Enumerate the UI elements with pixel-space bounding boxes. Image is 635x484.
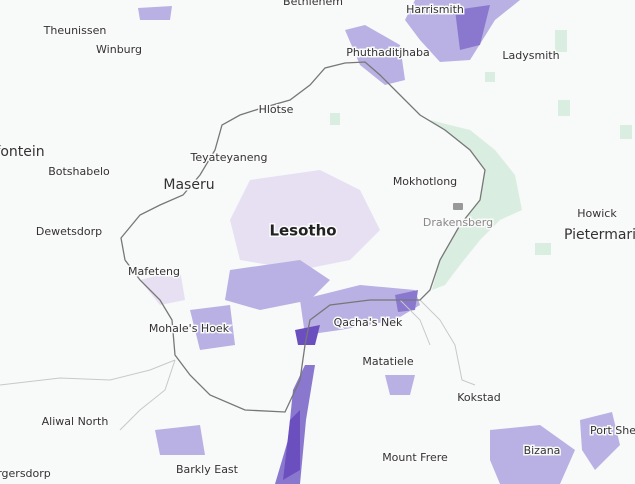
town-label: Howick bbox=[577, 207, 617, 220]
park-area bbox=[485, 72, 495, 82]
town-label: Kokstad bbox=[457, 391, 501, 404]
overlay-area bbox=[225, 260, 330, 310]
overlay-area bbox=[190, 305, 235, 350]
town-label: Bizana bbox=[524, 444, 561, 457]
overlay-area bbox=[490, 425, 575, 484]
town-label: Winburg bbox=[96, 43, 142, 56]
park-area bbox=[555, 30, 567, 52]
park-area bbox=[620, 125, 632, 139]
town-label: Bethlehem bbox=[283, 0, 343, 8]
town-label: Matatiele bbox=[362, 355, 413, 368]
border-line bbox=[119, 359, 176, 431]
overlay-area bbox=[155, 425, 205, 455]
overlay-area bbox=[385, 375, 415, 395]
data-overlay bbox=[138, 0, 620, 484]
town-label: Teyateyaneng bbox=[190, 151, 268, 164]
overlay-area bbox=[300, 285, 420, 335]
overlay-area bbox=[345, 25, 405, 85]
overlay-area bbox=[283, 410, 300, 480]
town-label: Pietermari bbox=[564, 227, 635, 243]
overlay-area bbox=[140, 270, 185, 305]
park-area bbox=[330, 113, 340, 125]
overlay-area bbox=[138, 6, 172, 20]
town-label: Mokhotlong bbox=[393, 175, 457, 188]
country-label: Lesotho bbox=[269, 222, 336, 240]
town-label: Mohale's Hoek bbox=[149, 322, 230, 335]
town-label: Harrismith bbox=[406, 3, 464, 16]
overlay-area bbox=[395, 290, 418, 312]
overlay-area bbox=[230, 170, 380, 270]
town-label: Aliwal North bbox=[42, 415, 109, 428]
camera-icon bbox=[453, 203, 463, 210]
town-label: Mafeteng bbox=[128, 265, 180, 278]
town-label: Qacha's Nek bbox=[334, 316, 403, 329]
overlay-area bbox=[580, 412, 620, 470]
border-line bbox=[399, 299, 431, 346]
town-label: Port She bbox=[590, 424, 635, 437]
town-label: rgersdorp bbox=[0, 467, 51, 480]
overlay-area bbox=[455, 5, 490, 50]
town-label: Botshabelo bbox=[48, 165, 110, 178]
park-area bbox=[535, 243, 551, 255]
secondary-borders bbox=[0, 299, 476, 431]
town-label: Ladysmith bbox=[502, 49, 559, 62]
capital-label: Maseru bbox=[163, 177, 214, 193]
town-label: Theunissen bbox=[43, 24, 107, 37]
town-label: Barkly East bbox=[176, 463, 239, 476]
border-line bbox=[419, 299, 476, 386]
town-label: Hlotse bbox=[259, 103, 294, 116]
town-label: Mount Frere bbox=[382, 451, 448, 464]
town-label: Dewetsdorp bbox=[36, 225, 102, 238]
town-label: fontein bbox=[0, 144, 45, 160]
park-area bbox=[558, 100, 570, 116]
town-label: Phuthaditjhaba bbox=[346, 46, 429, 59]
border-line bbox=[0, 359, 176, 386]
mountain-label: Drakensberg bbox=[423, 216, 493, 229]
country-border bbox=[120, 61, 486, 413]
